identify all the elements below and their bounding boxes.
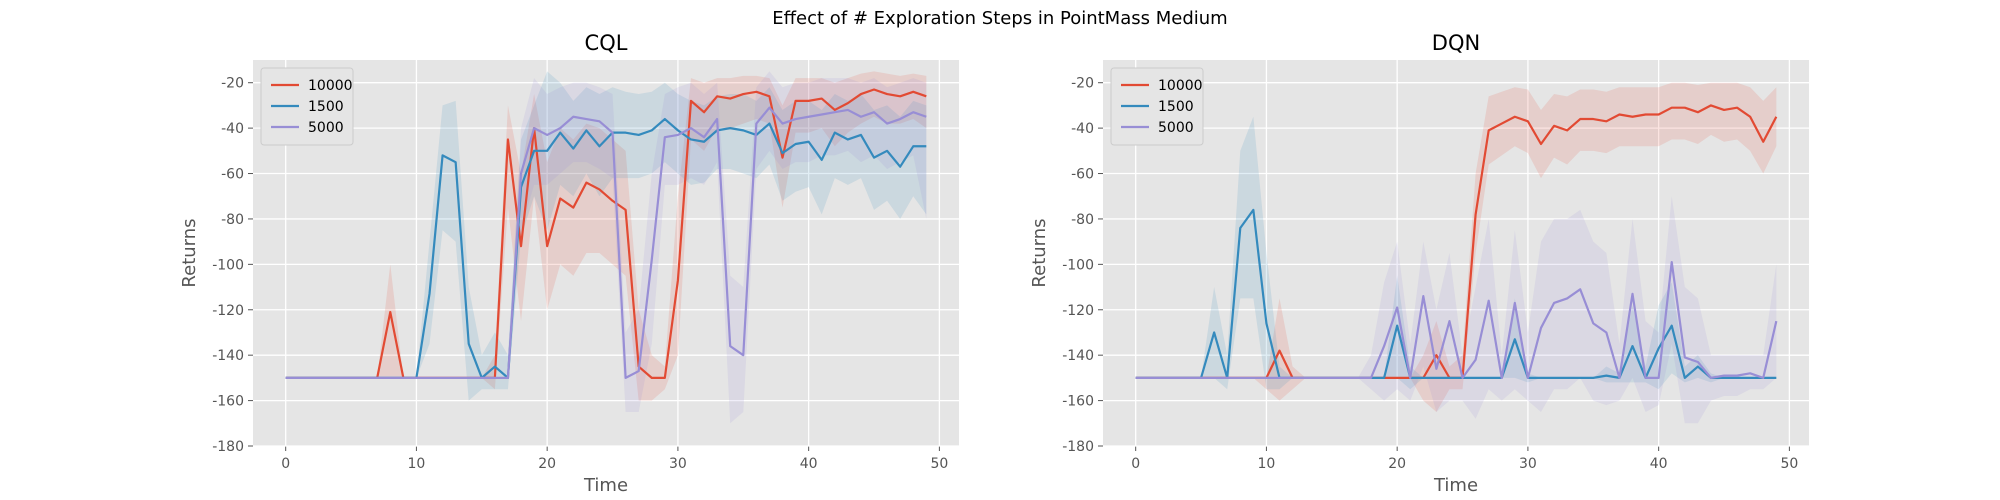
series-band-10000 [285, 71, 927, 401]
y-tick-label: -160 [1062, 394, 1094, 410]
legend-label-5000: 5000 [1158, 120, 1194, 136]
x-tick-label: 50 [1780, 456, 1798, 472]
y-axis-label: Returns [179, 218, 200, 287]
y-tick-label: -120 [212, 303, 244, 319]
series-line-10000 [285, 88, 927, 379]
x-tick-label: 30 [669, 456, 687, 472]
y-tick-label: -140 [212, 348, 244, 364]
x-tick-label: 10 [1258, 456, 1276, 472]
x-axis-label: Time [1433, 475, 1478, 496]
y-tick-label: -80 [221, 212, 244, 228]
y-tick-label: -160 [212, 394, 244, 410]
series-line-5000 [285, 106, 927, 379]
x-tick-label: 40 [800, 456, 818, 472]
y-tick-label: -100 [212, 257, 244, 273]
y-tick-label: -80 [1071, 212, 1094, 228]
y-tick-label: -40 [1071, 121, 1094, 137]
y-tick-label: -60 [1071, 167, 1094, 183]
cql-chart-title: CQL [585, 31, 628, 55]
y-tick-label: -180 [212, 439, 244, 455]
y-tick-label: -20 [221, 76, 244, 92]
cql-chart: 0 10 20 30 40 50 -180 -160 -140 -120 -100 -80 -60 -40… [179, 31, 959, 496]
y-axis-label: Returns [1029, 218, 1050, 287]
x-tick-label: 10 [408, 456, 426, 472]
dqn-chart: 0 10 20 30 40 50 -180 -160 -140 -120 -100 -80 -60 -40… [1029, 31, 1809, 496]
cql-legend: 10000 1500 5000 [260, 67, 354, 146]
legend-label-1500: 1500 [308, 99, 344, 115]
x-axis-label: Time [583, 475, 628, 496]
y-tick-label: -120 [1062, 303, 1094, 319]
dqn-plot-area [1103, 60, 1809, 446]
y-tick-label: -100 [1062, 257, 1094, 273]
legend-label-1500: 1500 [1158, 99, 1194, 115]
x-tick-label: 50 [930, 456, 948, 472]
legend-frame [1110, 67, 1204, 146]
dqn-legend: 10000 1500 5000 [1110, 67, 1204, 146]
x-tick-label: 30 [1519, 456, 1537, 472]
x-tick-label: 0 [1131, 456, 1140, 472]
x-tick-label: 20 [1388, 456, 1406, 472]
y-tick-label: -20 [1071, 76, 1094, 92]
series-band-5000 [285, 71, 927, 424]
x-tick-label: 40 [1650, 456, 1668, 472]
y-tick-label: -40 [221, 121, 244, 137]
y-tick-label: -60 [221, 167, 244, 183]
x-tick-label: 0 [281, 456, 290, 472]
y-tick-label: -180 [1062, 439, 1094, 455]
dqn-chart-title: DQN [1432, 31, 1480, 55]
series-band-1500 [285, 71, 927, 401]
legend-frame [260, 67, 354, 146]
y-tick-label: -140 [1062, 348, 1094, 364]
series-line-5000 [1135, 260, 1778, 379]
legend-label-10000: 10000 [1158, 78, 1203, 94]
series-band-1500 [1135, 116, 1777, 390]
x-tick-label: 20 [538, 456, 556, 472]
cql-series-group [285, 71, 927, 424]
dqn-series-group [1135, 82, 1778, 424]
series-band-10000 [1135, 82, 1777, 412]
figure-title: Effect of # Exploration Steps in PointMa… [772, 8, 1228, 29]
cql-plot-area [253, 60, 959, 446]
series-line-1500 [1135, 208, 1777, 379]
legend-label-10000: 10000 [308, 78, 353, 94]
legend-label-5000: 5000 [308, 120, 344, 136]
